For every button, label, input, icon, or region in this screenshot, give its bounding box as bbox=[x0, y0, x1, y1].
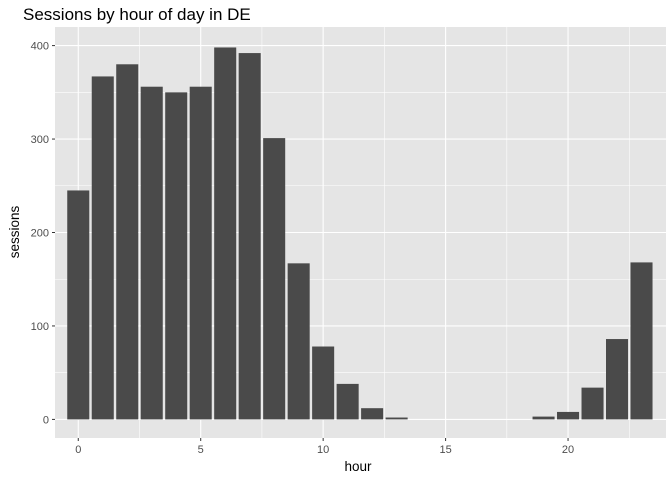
bar-hour-3 bbox=[140, 86, 163, 420]
bar-hour-9 bbox=[287, 263, 310, 420]
bar-hour-20 bbox=[557, 411, 580, 420]
bar-hour-8 bbox=[263, 138, 286, 420]
y-tick-label: 200 bbox=[31, 228, 49, 240]
x-tick-label: 15 bbox=[439, 444, 451, 456]
y-tick-label: 300 bbox=[31, 134, 49, 146]
bar-hour-1 bbox=[91, 76, 114, 420]
bar-hour-0 bbox=[67, 190, 90, 420]
y-tick-label: 400 bbox=[31, 41, 49, 53]
bar-hour-5 bbox=[189, 86, 212, 420]
bars bbox=[67, 47, 653, 420]
bar-hour-4 bbox=[165, 92, 188, 420]
y-tick-label: 0 bbox=[43, 414, 49, 426]
bar-hour-7 bbox=[238, 53, 261, 420]
bar-hour-23 bbox=[630, 262, 653, 420]
bar-hour-6 bbox=[214, 47, 237, 420]
x-tick-label: 0 bbox=[75, 444, 81, 456]
x-tick-label: 20 bbox=[562, 444, 574, 456]
bar-hour-13 bbox=[385, 417, 408, 420]
y-axis: 0 100 200 300 400 bbox=[31, 41, 55, 426]
x-axis: 0 5 10 15 20 bbox=[75, 438, 574, 456]
bar-hour-11 bbox=[336, 383, 359, 420]
bar-hour-12 bbox=[361, 408, 384, 420]
chart-title: Sessions by hour of day in DE bbox=[23, 5, 251, 24]
bar-hour-19 bbox=[532, 416, 555, 420]
bar-hour-21 bbox=[581, 387, 604, 420]
y-tick-label: 100 bbox=[31, 321, 49, 333]
x-tick-label: 10 bbox=[317, 444, 329, 456]
bar-hour-2 bbox=[116, 64, 139, 420]
y-axis-title: sessions bbox=[7, 205, 22, 258]
x-axis-title: hour bbox=[344, 459, 372, 474]
bar-hour-22 bbox=[606, 339, 629, 420]
bar-hour-10 bbox=[312, 346, 335, 420]
x-tick-label: 5 bbox=[198, 444, 204, 456]
